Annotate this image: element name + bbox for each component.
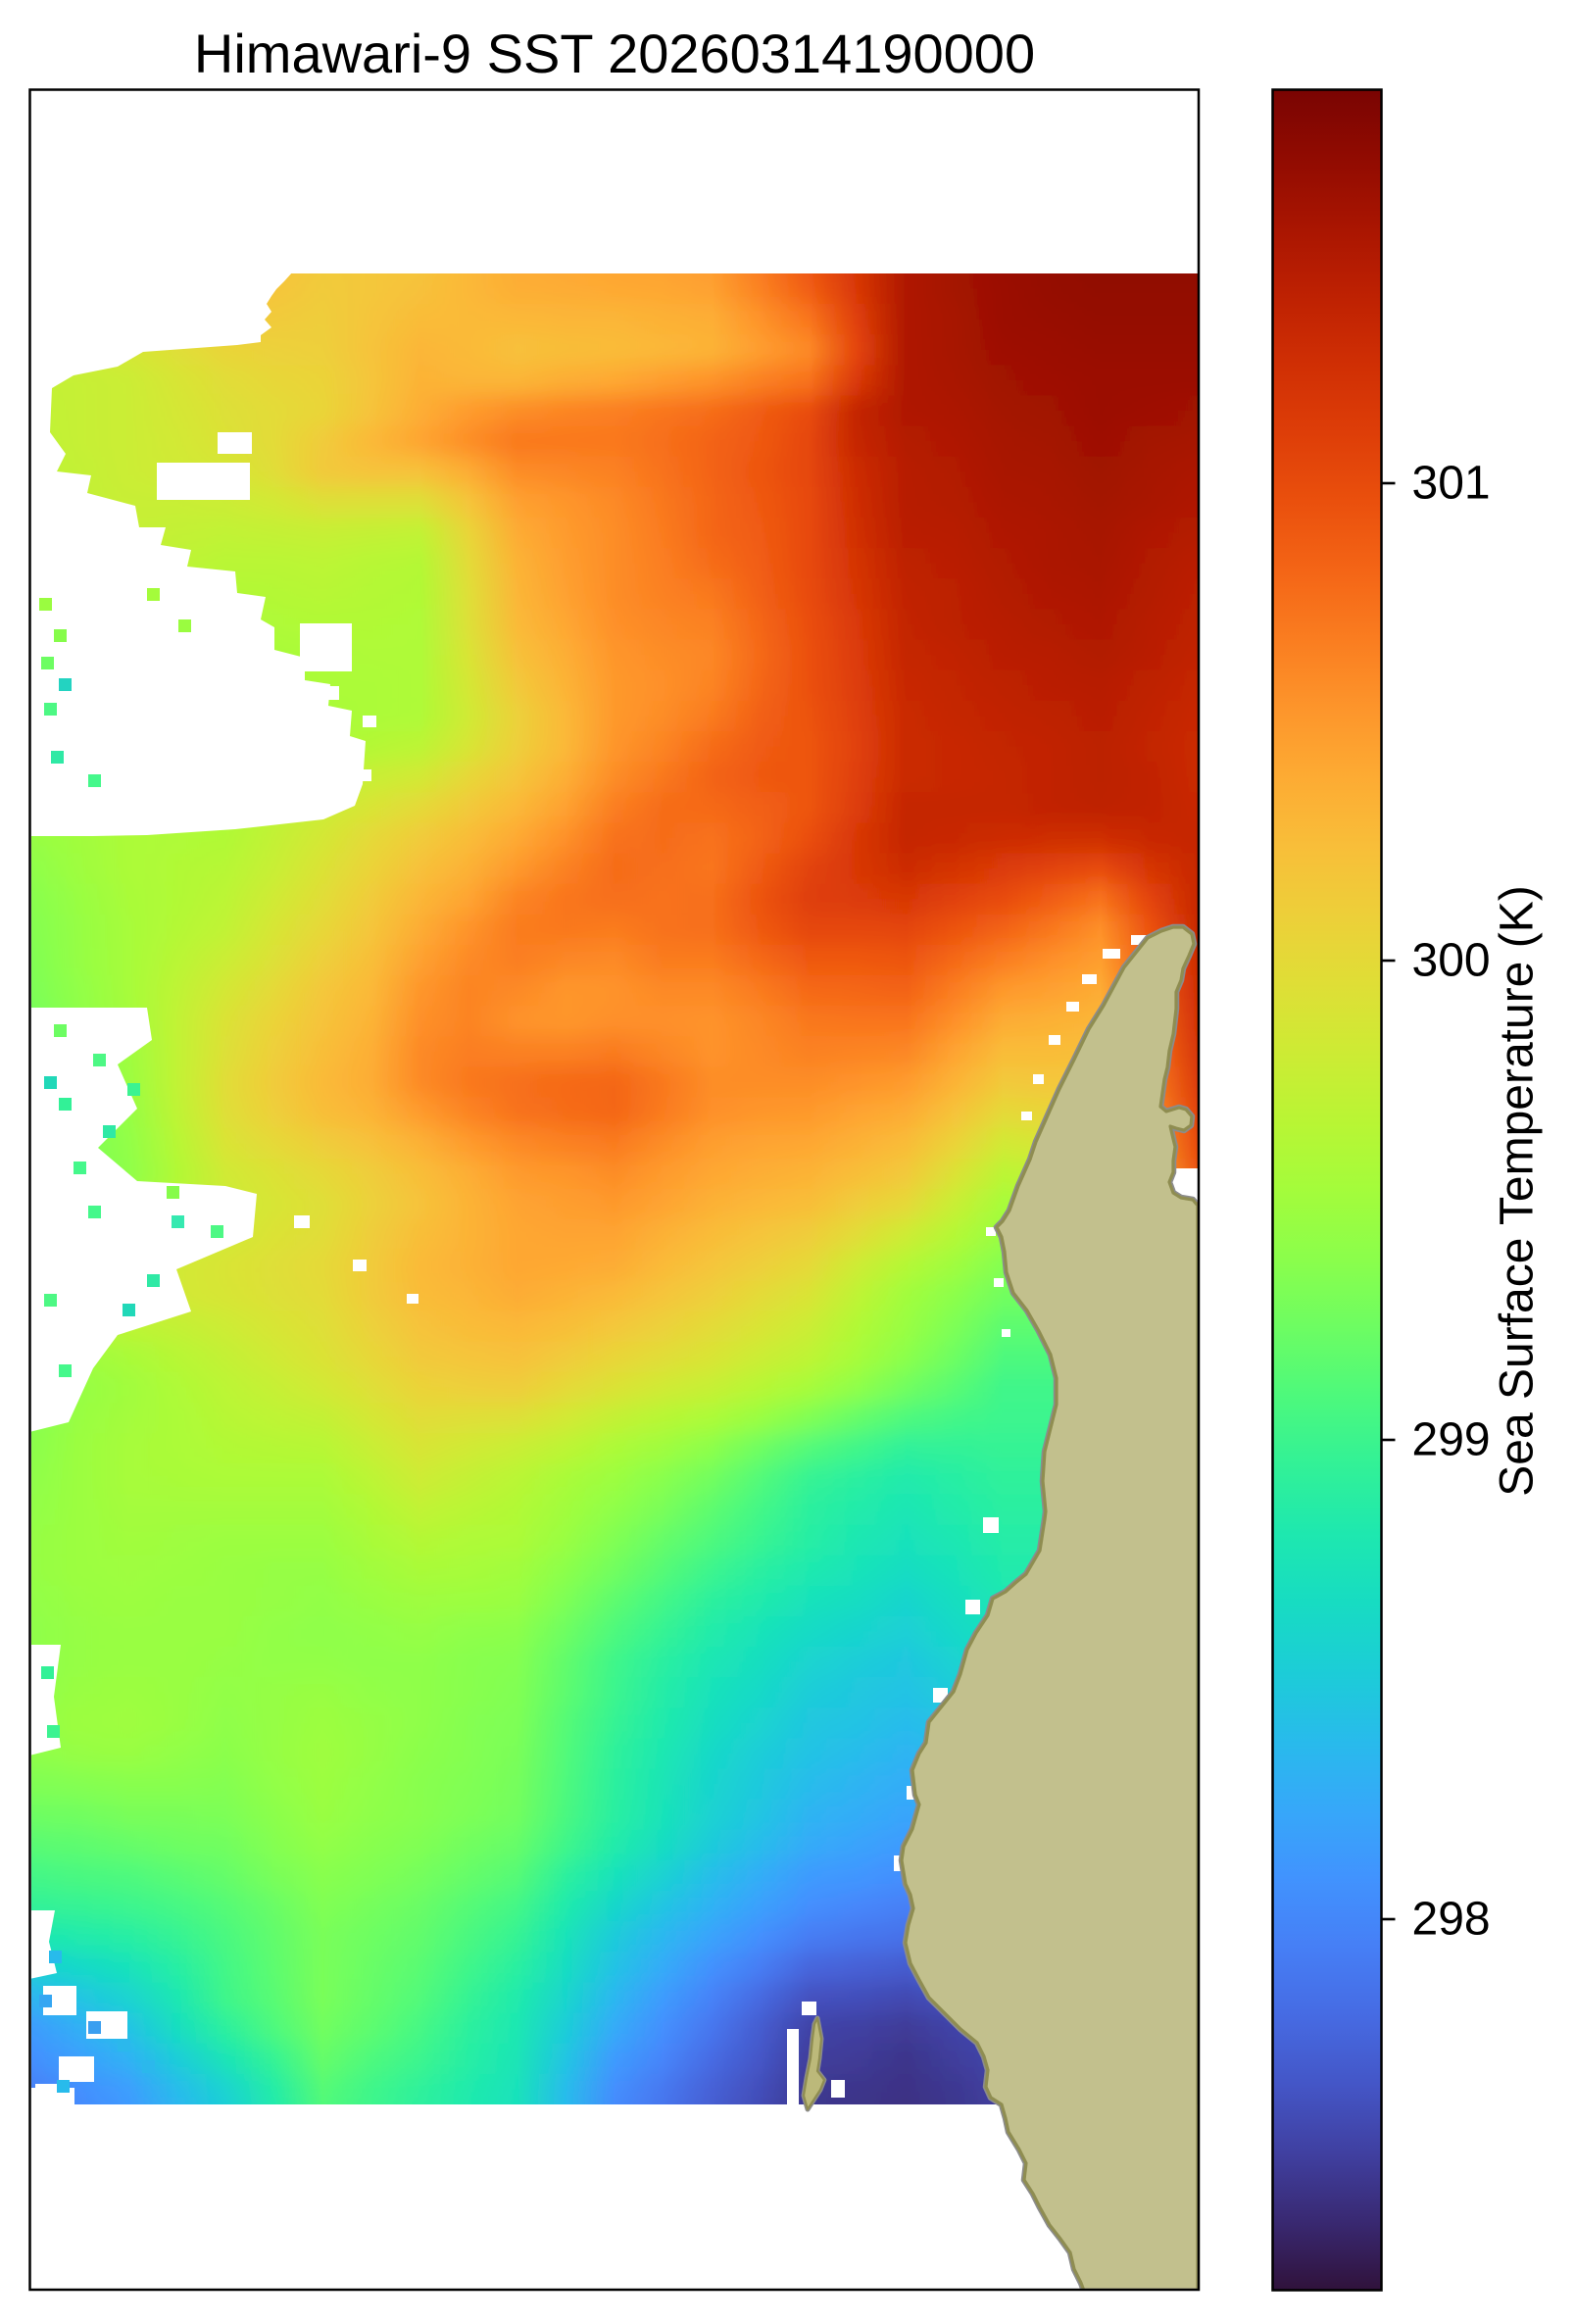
svg-text:Himawari-9 SST 20260314190000: Himawari-9 SST 20260314190000	[194, 23, 1035, 84]
svg-text:298: 298	[1412, 1894, 1491, 1946]
svg-text:300: 300	[1412, 935, 1491, 987]
svg-text:Sea Surface Temperature (K): Sea Surface Temperature (K)	[1492, 885, 1544, 1496]
svg-text:301: 301	[1412, 458, 1491, 510]
svg-text:299: 299	[1412, 1414, 1491, 1466]
